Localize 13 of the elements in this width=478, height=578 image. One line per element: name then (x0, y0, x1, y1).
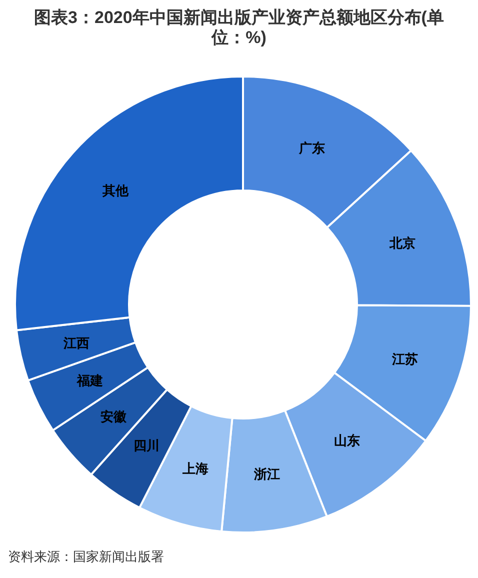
slice-label: 四川 (133, 438, 160, 454)
slice-label: 上海 (181, 461, 208, 476)
slice-label: 福建 (76, 373, 103, 388)
slice-label: 浙江 (253, 466, 280, 482)
chart-title: 图表3：2020年中国新闻出版产业资产总额地区分布(单位：%) (34, 8, 444, 47)
slice-label: 山东 (334, 432, 360, 448)
text: 资料来源：国家新闻出版署 (8, 549, 164, 564)
slice-label: 江西 (62, 335, 90, 350)
slice-label: 广东 (298, 140, 325, 156)
slice-label: 江苏 (391, 351, 418, 366)
slice-label: 北京 (388, 236, 416, 251)
slice-label: 其他 (101, 183, 130, 198)
slice-label: 安徽 (100, 408, 128, 424)
